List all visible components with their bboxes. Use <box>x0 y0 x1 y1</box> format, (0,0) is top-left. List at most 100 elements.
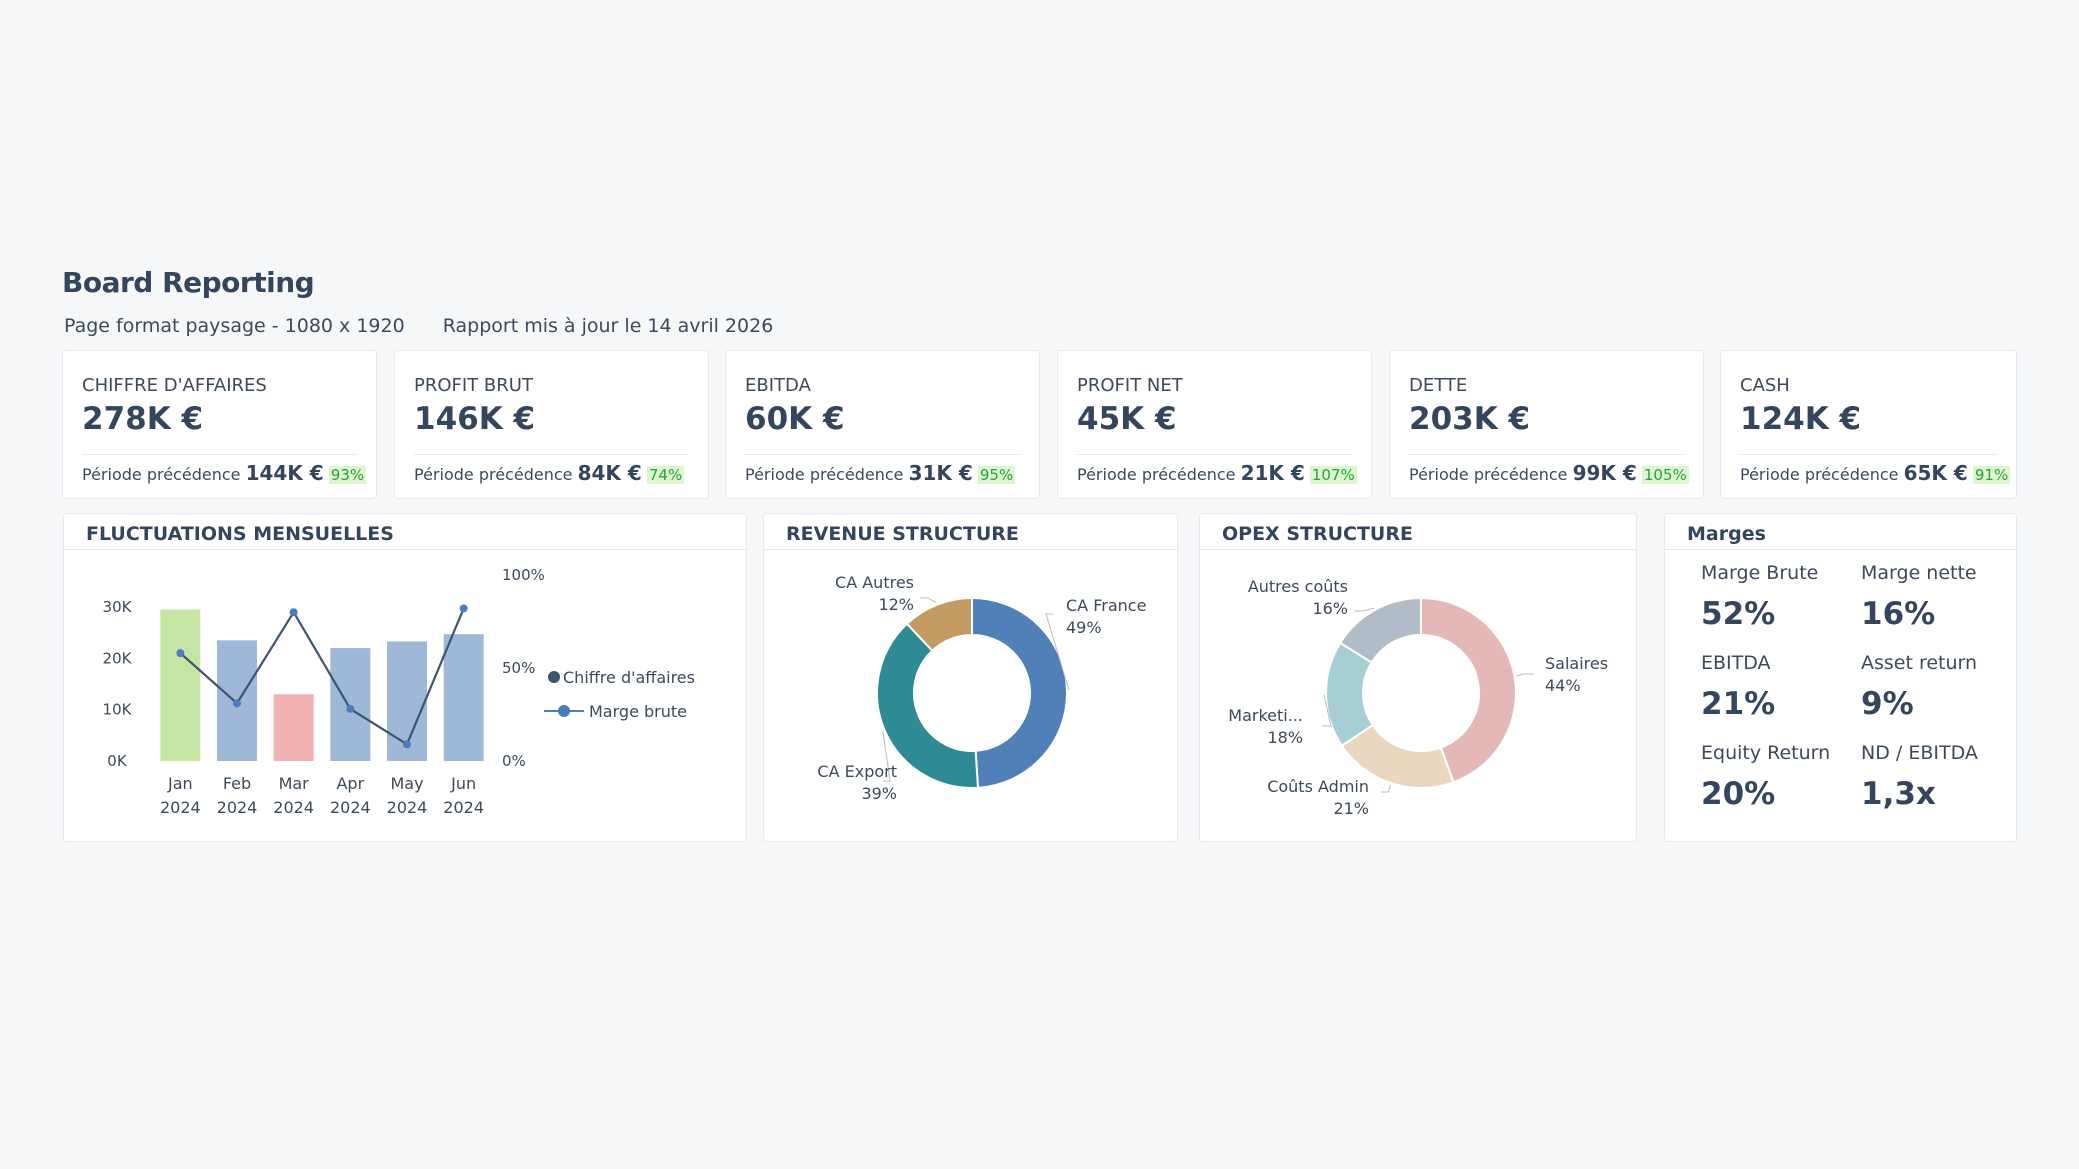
kpi-value: 60K € <box>745 401 845 437</box>
margin-value: 1,3x <box>1861 776 1936 812</box>
margin-label: EBITDA <box>1701 652 1771 674</box>
kpi-card-profit-net: PROFIT NET 45K € Période précédence 21K … <box>1057 350 1372 499</box>
legend-marker <box>558 705 570 717</box>
pie-slice <box>971 596 1069 789</box>
x-tick-label: Feb <box>223 774 251 793</box>
pct-badge: 105% <box>1641 466 1689 484</box>
updated-note: Rapport mis à jour le 14 avril 2026 <box>442 315 774 337</box>
kpi-previous: Période précédence 65K € 91% <box>1740 461 2011 485</box>
bar <box>160 609 201 761</box>
margin-label: Equity Return <box>1701 742 1831 764</box>
x-tick-label: Jun <box>450 774 476 793</box>
margin-value: 9% <box>1861 686 1914 722</box>
prev-label: Période précédence <box>82 465 241 484</box>
y-tick-left: 10K <box>103 701 133 719</box>
x-tick-label: 2024 <box>330 798 371 817</box>
panel-marges: Marges Marge Brute 52% Marge nette 16% E… <box>1664 513 2017 842</box>
report-header: Board Reporting <box>62 266 315 299</box>
x-tick-label: May <box>390 774 423 793</box>
pct-badge: 74% <box>646 466 685 484</box>
y-tick-right: 100% <box>502 566 545 584</box>
slice-label: Coûts Admin <box>1267 777 1369 796</box>
y-tick-right: 0% <box>502 752 526 770</box>
kpi-value: 146K € <box>414 401 536 437</box>
slice-value-label: 12% <box>878 595 914 614</box>
slice-label: Marketi... <box>1228 706 1303 725</box>
y-tick-left: 0K <box>107 752 128 770</box>
x-tick-label: 2024 <box>443 798 484 817</box>
kpi-value: 45K € <box>1077 401 1177 437</box>
margin-value: 52% <box>1701 596 1776 632</box>
legend-marker <box>548 671 560 683</box>
slice-label: CA Autres <box>835 573 914 592</box>
pct-badge: 91% <box>1972 466 2011 484</box>
leader-line <box>920 597 937 604</box>
bar <box>330 648 371 761</box>
margin-label: Asset return <box>1861 652 1978 674</box>
prev-value: 144K € <box>245 461 324 485</box>
slice-value-label: 18% <box>1267 728 1303 747</box>
margin-label: Marge Brute <box>1701 562 1819 584</box>
prev-label: Période précédence <box>745 465 904 484</box>
margin-label: Marge nette <box>1861 562 1977 584</box>
series-line <box>179 608 465 746</box>
kpi-label: DETTE <box>1409 375 1468 396</box>
leader-line <box>882 731 891 782</box>
panel-opex-structure: OPEX STRUCTURE Salaires 44% Coûts Admin 21%… <box>1199 513 1637 842</box>
page-title: Board Reporting <box>62 266 315 299</box>
legend-label: Chiffre d'affaires <box>563 668 695 687</box>
kpi-label: CASH <box>1740 375 1790 396</box>
slice-label: Salaires <box>1545 654 1608 673</box>
margin-value: 20% <box>1701 776 1776 812</box>
prev-value: 65K € <box>1903 461 1968 485</box>
kpi-previous: Période précédence 84K € 74% <box>414 461 685 485</box>
panel-title: REVENUE STRUCTURE <box>764 514 1177 550</box>
line-point <box>176 649 185 658</box>
slice-value-label: 16% <box>1312 599 1348 618</box>
kpi-previous: Période précédence 31K € 95% <box>745 461 1016 485</box>
divider <box>414 454 689 455</box>
line-point <box>289 608 298 617</box>
legend-label: Marge brute <box>589 702 687 721</box>
slice-value-label: 39% <box>861 784 897 803</box>
kpi-card-chiffre-affaires: CHIFFRE D'AFFAIRES 278K € Période précéd… <box>62 350 377 499</box>
leader-line <box>1516 673 1534 677</box>
slice-label: CA France <box>1066 596 1146 615</box>
bar <box>443 634 484 761</box>
x-tick-label: 2024 <box>387 798 428 817</box>
divider <box>745 454 1020 455</box>
x-tick-label: Mar <box>279 774 310 793</box>
leader-line <box>1045 613 1070 691</box>
prev-value: 84K € <box>577 461 642 485</box>
format-note: Page format paysage - 1080 x 1920 <box>64 315 405 337</box>
panel-revenue-structure: REVENUE STRUCTURE CA France 49% CA Export 3… <box>763 513 1178 842</box>
kpi-card-ebitda: EBITDA 60K € Période précédence 31K € 95… <box>725 350 1040 499</box>
revenue-donut-chart: CA France 49% CA Export 39% CA Autres 12% <box>817 573 1146 803</box>
prev-label: Période précédence <box>1409 465 1568 484</box>
pie-slice <box>876 622 980 789</box>
kpi-value: 278K € <box>82 401 204 437</box>
x-tick-label: 2024 <box>217 798 258 817</box>
y-tick-left: 20K <box>103 649 133 667</box>
opex-donut-chart: Salaires 44% Coûts Admin 21% Marketi... 18% Au… <box>1228 577 1608 818</box>
kpi-card-profit-brut: PROFIT BRUT 146K € Période précédence 84… <box>394 350 709 499</box>
prev-value: 21K € <box>1240 461 1305 485</box>
y-tick-left: 30K <box>103 598 133 616</box>
pie-slice <box>905 596 973 653</box>
prev-label: Période précédence <box>1077 465 1236 484</box>
leader-line <box>1355 607 1374 612</box>
panel-fluctuations: FLUCTUATIONS MENSUELLES 0K 10K 20K 30K 0% 50%… <box>63 513 747 842</box>
subtitle-row: Page format paysage - 1080 x 1920 Rappor… <box>64 315 805 337</box>
prev-value: 99K € <box>1572 461 1637 485</box>
kpi-label: EBITDA <box>745 375 811 396</box>
line-point <box>459 604 468 613</box>
line-point <box>233 699 241 708</box>
leader-line <box>1381 784 1392 793</box>
x-tick-label: Jan <box>167 774 193 793</box>
margin-value: 21% <box>1701 686 1776 722</box>
pct-badge: 93% <box>328 466 367 484</box>
bar-line-chart: 0K 10K 20K 30K 0% 50% 100% Jan 2024 Feb 2024 Mar 202… <box>103 566 695 817</box>
slice-value-label: 49% <box>1066 618 1102 637</box>
slice-value-label: 44% <box>1545 676 1581 695</box>
leader-line <box>1322 694 1332 727</box>
